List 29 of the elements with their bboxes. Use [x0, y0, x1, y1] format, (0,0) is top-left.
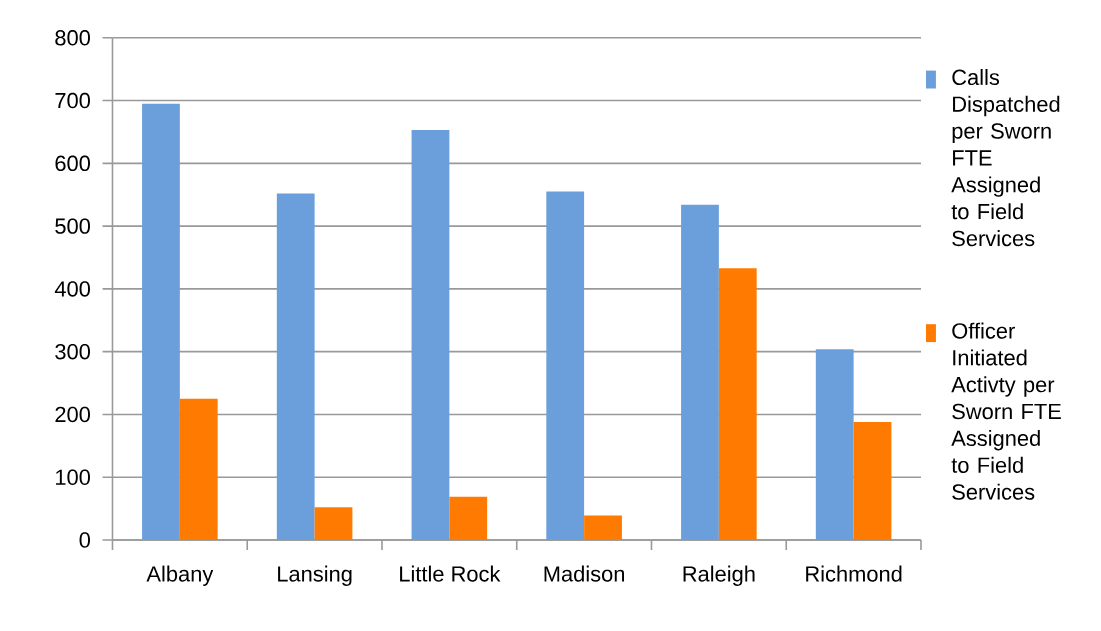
bar — [179, 398, 218, 540]
bar — [546, 191, 585, 540]
bar — [718, 267, 757, 540]
x-tick-label: Albany — [146, 565, 214, 586]
bar — [584, 515, 622, 540]
bar — [314, 507, 353, 540]
y-tick-label: 200 — [55, 406, 90, 422]
y-tick-label: 0 — [79, 532, 90, 548]
x-tick-label: Lansing — [278, 565, 352, 586]
x-tick-label: Little Rock — [400, 565, 501, 582]
bar — [853, 421, 892, 540]
bar — [449, 496, 488, 540]
x-tick-label: Richmond — [806, 565, 902, 582]
y-tick-label: 400 — [54, 280, 90, 297]
y-tick-label: 500 — [55, 218, 90, 234]
legend-label: Calls Dispatched per Sworn FTE Assigned to Field Services — [951, 68, 1060, 246]
y-tick-label: 700 — [55, 92, 90, 109]
x-tick-label: Madison — [544, 565, 625, 582]
bar — [142, 103, 180, 540]
y-tick-label: 800 — [55, 29, 90, 46]
bar — [411, 129, 450, 540]
bar — [681, 204, 719, 540]
y-tick-label: 600 — [55, 155, 90, 171]
y-tick-label: 300 — [55, 343, 90, 360]
x-tick-label: Raleigh — [683, 565, 755, 586]
bar — [276, 193, 315, 540]
legend-label: Officer Initiated Activty per Sworn FTE Assigned to Field Services — [951, 322, 1061, 500]
y-tick-label: 100 — [56, 469, 90, 485]
bar — [815, 348, 854, 540]
